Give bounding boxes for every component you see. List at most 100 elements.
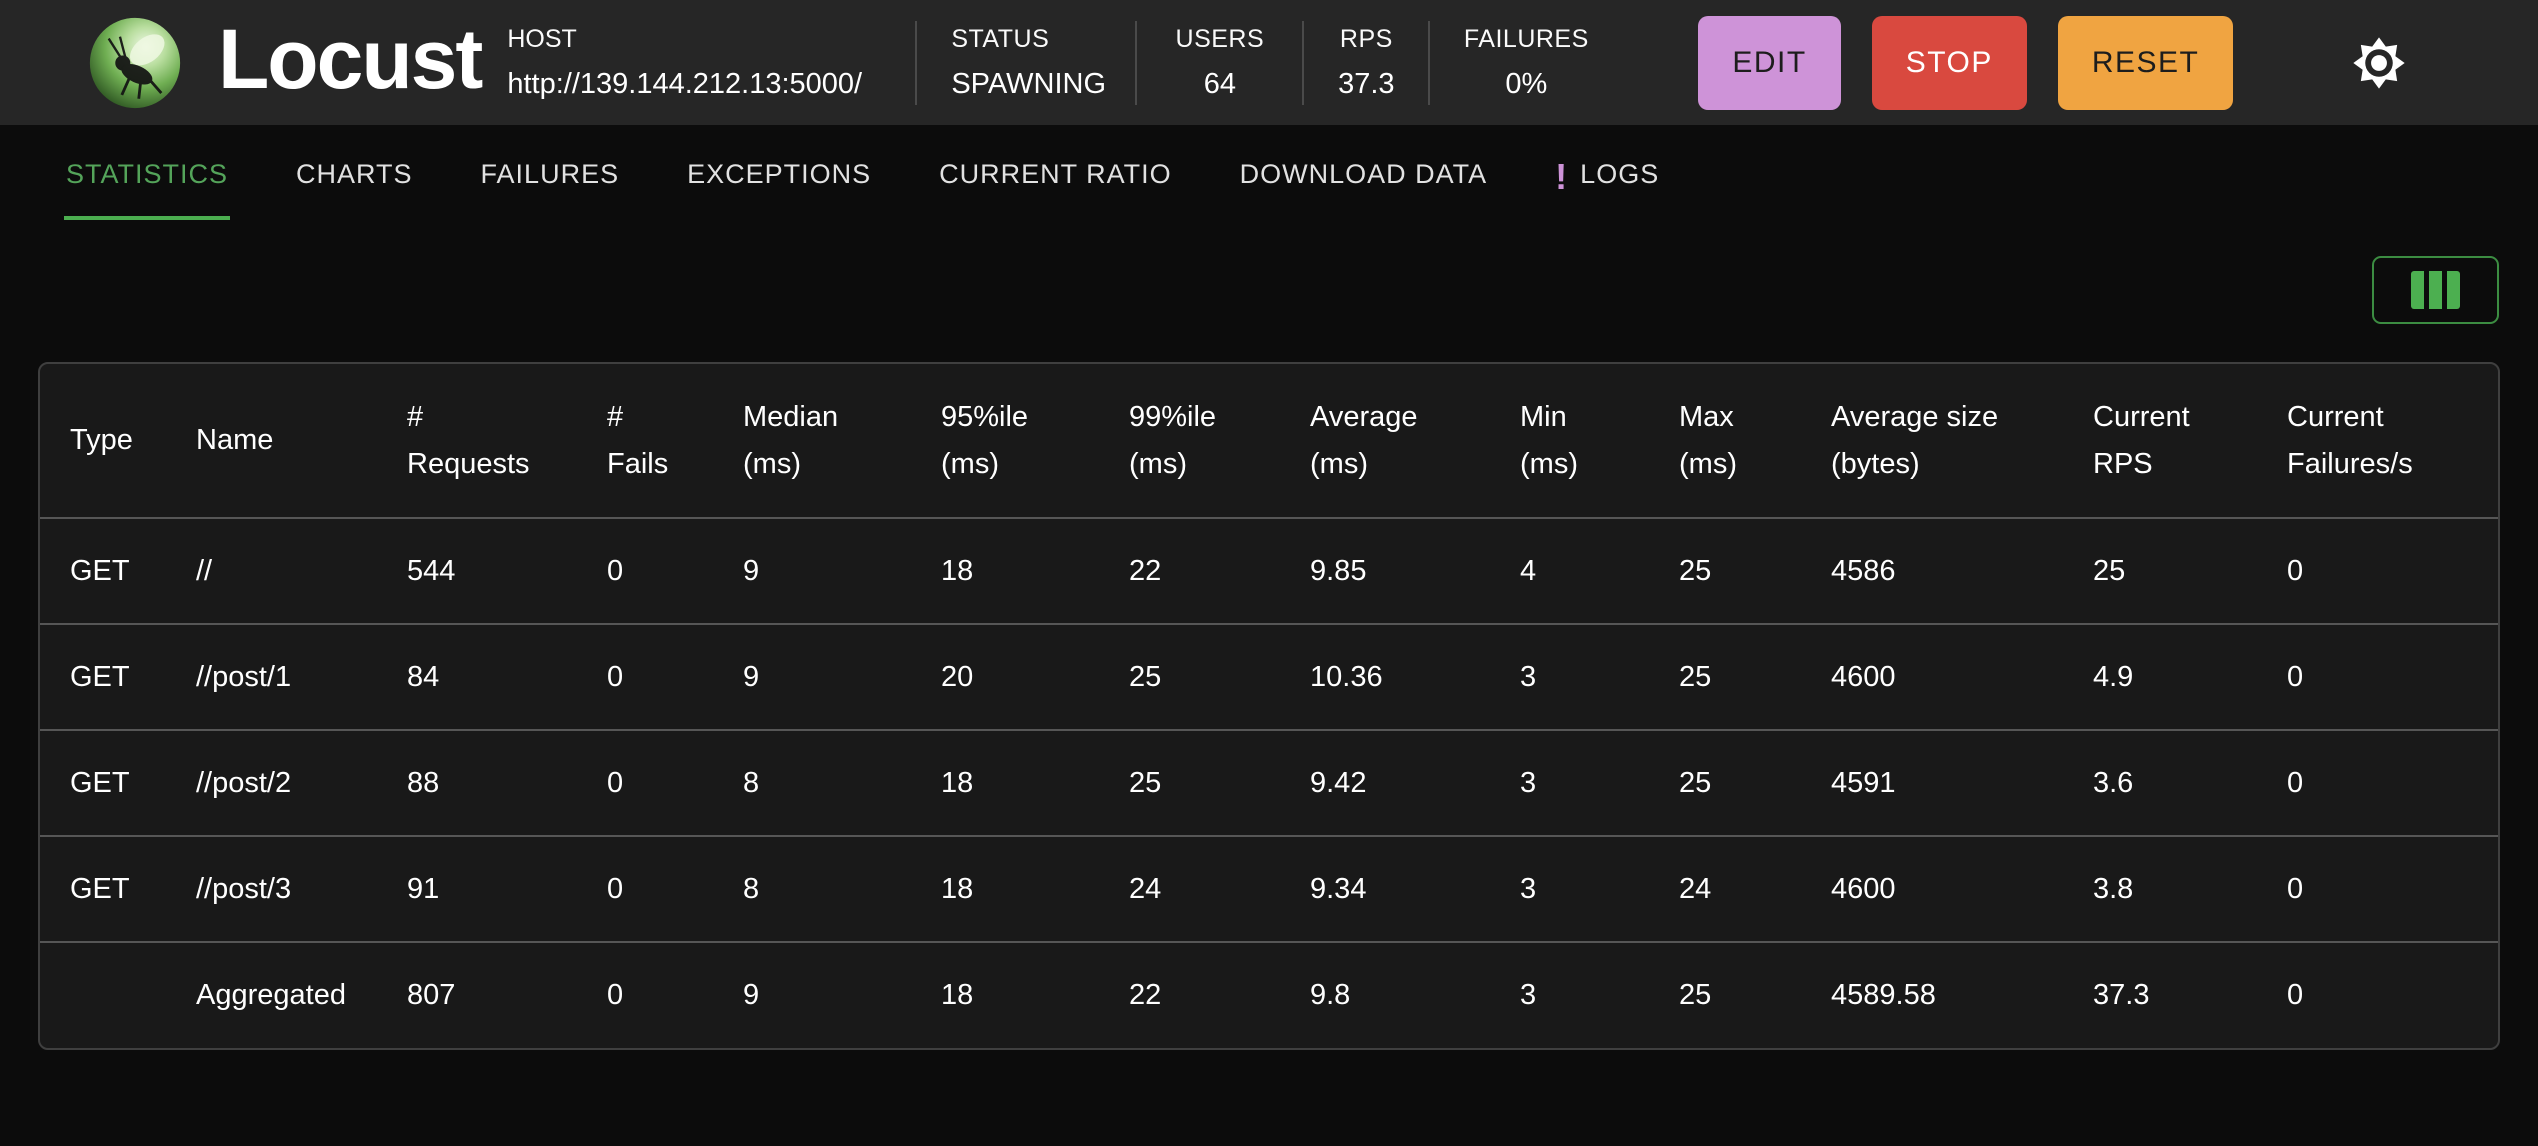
table-cell: 22 [1129, 554, 1162, 587]
tab-label: LOGS [1580, 159, 1660, 189]
column-header[interactable]: Average (ms) [1310, 400, 1418, 480]
column-header[interactable]: Average size (bytes) [1831, 400, 1999, 480]
table-cell: 18 [941, 872, 974, 905]
column-header[interactable]: # Fails [607, 400, 669, 480]
table-cell: 25 [1679, 554, 1712, 587]
table-cell: 807 [407, 979, 456, 1011]
header-divider [915, 20, 918, 105]
tab-label: CHARTS [296, 159, 413, 189]
header-divider [1302, 20, 1305, 105]
stat-status: STATUS SPAWNING [917, 25, 1135, 101]
edit-button[interactable]: EDIT [1698, 15, 1841, 110]
table-cell: 25 [1679, 766, 1712, 799]
stop-button[interactable]: STOP [1871, 15, 2027, 110]
table-cell: 0 [2287, 660, 2304, 693]
column-header[interactable]: Name [196, 424, 274, 456]
tab-label: DOWNLOAD DATA [1239, 159, 1488, 189]
stat-rps: RPS 37.3 [1304, 25, 1428, 101]
table-row: GET //post/1 84 0 9 20 25 10.36 3 25 4600 4.9 0 [40, 624, 2498, 730]
table-row: GET //post/2 88 0 8 18 25 9.42 3 25 4591 3.6 0 [40, 730, 2498, 836]
tab-charts[interactable]: CHARTS [294, 159, 415, 220]
table-cell: 10.36 [1310, 660, 1383, 693]
table-cell: 84 [407, 660, 440, 693]
tab-current-ratio[interactable]: CURRENT RATIO [937, 159, 1174, 220]
column-header[interactable]: 95%ile (ms) [941, 400, 1029, 480]
header-buttons: EDIT STOP RESET [1698, 15, 2234, 110]
table-cell: //post/3 [196, 872, 292, 905]
column-header[interactable]: Max (ms) [1679, 400, 1737, 480]
stat-label: FAILURES [1463, 24, 1589, 53]
stat-value: SPAWNING [951, 67, 1107, 100]
table-cell: 18 [941, 766, 974, 799]
column-header[interactable]: Min (ms) [1520, 400, 1578, 480]
stat-label: RPS [1339, 24, 1393, 53]
theme-toggle-button[interactable] [2351, 35, 2407, 91]
column-header[interactable]: Median (ms) [743, 400, 839, 480]
column-header[interactable]: # Requests [407, 400, 530, 480]
table-cell: 8 [743, 872, 760, 905]
host-label: HOST [507, 24, 577, 53]
statistics-table: Type Name # Requests # Fails Median (ms) 95%i… [38, 362, 2500, 1050]
header-divider [1428, 20, 1431, 105]
table-cell: 24 [1129, 872, 1162, 905]
table-cell: 37.3 [2093, 979, 2150, 1011]
table-cell: 9.34 [1310, 872, 1367, 905]
table-body: GET//544 0 9 18 22 9.85 4 25 4586 25 0 GET//post/1 8… [40, 518, 2498, 1048]
stat-value: 0% [1505, 67, 1548, 100]
table-cell: 544 [407, 554, 456, 587]
tab-download-data[interactable]: DOWNLOAD DATA [1238, 159, 1490, 220]
tab-statistics[interactable]: STATISTICS [64, 159, 231, 220]
column-header[interactable]: Type [70, 424, 133, 456]
table-cell: 25 [1129, 660, 1162, 693]
table-row: GET //post/3 91 0 8 18 24 9.34 3 24 4600 3.8 0 [40, 836, 2498, 942]
table-cell: 9 [743, 979, 760, 1011]
table-cell [40, 942, 196, 1048]
table-cell: 0 [607, 872, 624, 905]
column-header[interactable]: Current RPS [2093, 400, 2190, 480]
table-cell: //post/2 [196, 766, 292, 799]
table-cell: 24 [1679, 872, 1712, 905]
table-cell: 88 [407, 766, 440, 799]
table-cell: 9 [743, 660, 760, 693]
tab-label: CURRENT RATIO [939, 159, 1172, 189]
reset-button[interactable]: RESET [2057, 15, 2234, 110]
stat-value: 64 [1203, 67, 1236, 100]
column-header[interactable]: Current Failures/s [2287, 400, 2413, 480]
table-cell: 9.85 [1310, 554, 1367, 587]
host-info: HOST http://139.144.212.13:5000/ [507, 25, 915, 101]
table-toolbar [0, 256, 2499, 324]
table-cell: 0 [2287, 872, 2304, 905]
tab-failures[interactable]: FAILURES [479, 159, 622, 220]
column-selector-button[interactable] [2372, 256, 2499, 324]
view-columns-icon [2411, 271, 2460, 309]
table-cell: 0 [607, 766, 624, 799]
table-cell: 3 [1520, 660, 1537, 693]
table-cell: 3.6 [2093, 766, 2134, 799]
table-cell: GET [70, 766, 130, 799]
table-cell: 4600 [1831, 872, 1896, 905]
table-cell: 25 [1679, 660, 1712, 693]
table-cell: 25 [1129, 766, 1162, 799]
table-row: GET // 544 0 9 18 22 9.85 4 25 4586 25 0 [40, 518, 2498, 624]
locust-logo-icon[interactable] [88, 16, 182, 110]
tab-logs[interactable]: ! LOGS [1553, 159, 1661, 220]
brightness-sun-icon [2353, 36, 2406, 89]
tab-exceptions[interactable]: EXCEPTIONS [685, 159, 873, 220]
header-divider [1135, 20, 1138, 105]
table-cell: 0 [607, 660, 624, 693]
column-header[interactable]: 99%ile (ms) [1129, 400, 1217, 480]
tab-label: EXCEPTIONS [687, 159, 872, 189]
table-cell: 0 [2287, 766, 2304, 799]
table-cell: 9.8 [1310, 979, 1351, 1011]
header-stats: STATUS SPAWNING USERS 64 RPS 37.3 FAILURES 0% [915, 20, 1622, 105]
table-cell: GET [70, 872, 130, 905]
stat-value: 37.3 [1338, 67, 1395, 100]
table-cell: 4600 [1831, 660, 1896, 693]
table-row: Aggregated 807 0 9 18 22 9.8 3 25 4589.58 37.3 0 [40, 942, 2498, 1048]
table-cell: 4591 [1831, 766, 1896, 799]
stat-failures: FAILURES 0% [1430, 25, 1622, 101]
table-cell: 18 [941, 554, 974, 587]
tab-bar: STATISTICS CHARTS FAILURES EXCEPTIONS CURREN… [0, 125, 2538, 220]
table-cell: 91 [407, 872, 440, 905]
table-cell: 8 [743, 766, 760, 799]
